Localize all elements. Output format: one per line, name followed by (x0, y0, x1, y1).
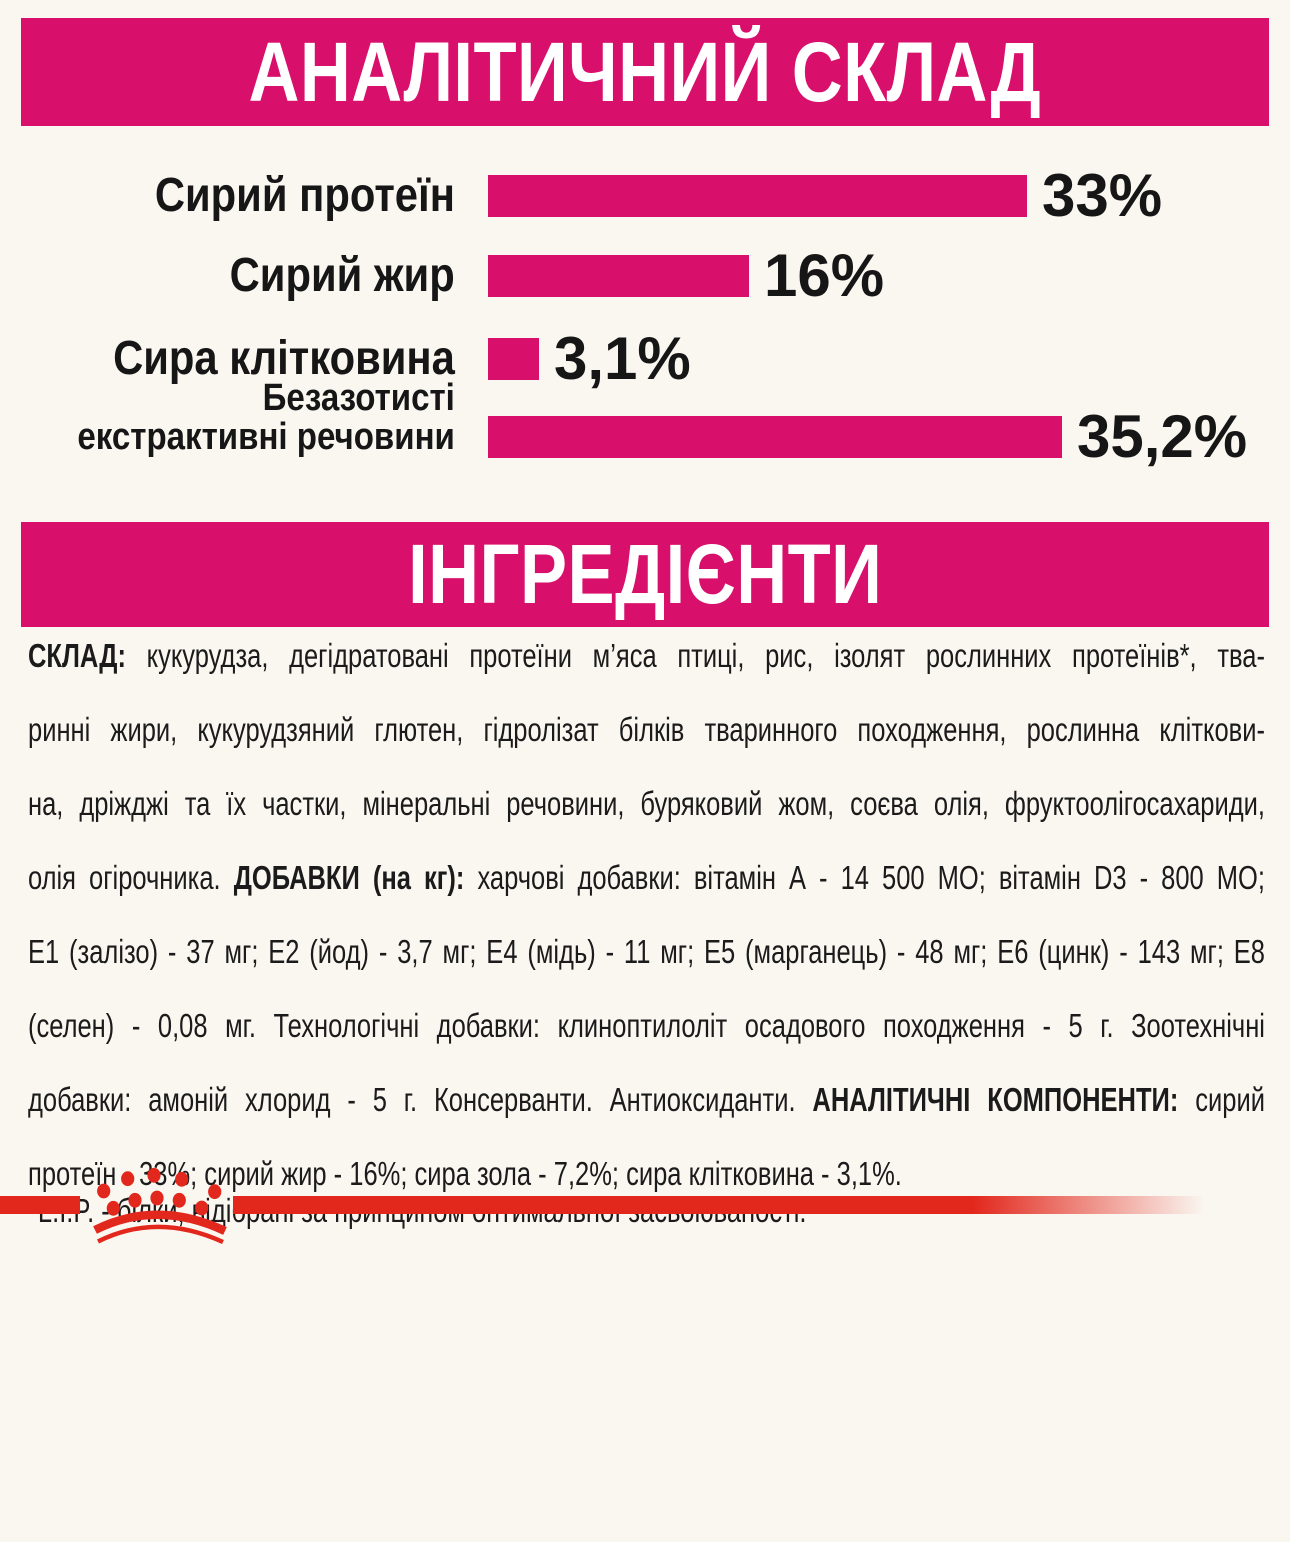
footer-stripe-left (0, 1196, 80, 1214)
bar-label-crude-fat: Сирий жир (229, 249, 455, 302)
royal-canin-crown-logo (93, 1167, 227, 1245)
footer-stripe-right (233, 1196, 1205, 1214)
ingredients-text-line: олія огірочника. ДОБАВКИ (на кг): харчов… (28, 859, 1265, 896)
ingredients-title: ІНГРЕДІЄНТИ (407, 527, 883, 621)
bar-crude-fibre (488, 338, 539, 380)
ingredients-text: СКЛАД: кукурудза, дегідратовані протеїни… (28, 637, 1265, 1229)
ingredients-text-line: ринні жири, кукурудзяний глютен, гідролі… (28, 711, 1265, 748)
bar-value-crude-fat: 16% (764, 242, 885, 309)
bar-label-crude-protein: Сирий протеїн (154, 169, 455, 222)
ingredients-text-line: СКЛАД: кукурудза, дегідратовані протеїни… (28, 637, 1265, 674)
ingredients-text-line: (селен) - 0,08 мг. Технологічні добавки:… (28, 1007, 1265, 1044)
ingredients-text-line: добавки: амоній хлорид - 5 г. Консервант… (28, 1081, 1265, 1118)
ingredients-header-band: ІНГРЕДІЄНТИ (21, 522, 1269, 627)
bar-label-crude-fibre: Сира клітковина (113, 332, 455, 385)
analytical-composition-title: АНАЛІТИЧНИЙ СКЛАД (248, 24, 1042, 119)
ingredients-text-line: Е1 (залізо) - 37 мг; Е2 (йод) - 3,7 мг; … (28, 933, 1265, 970)
ingredients-text-line: на, дріжджі та їх частки, мінеральні реч… (28, 785, 1265, 822)
bar-crude-protein (488, 175, 1027, 217)
bar-crude-fat (488, 255, 749, 297)
bar-value-crude-protein: 33% (1042, 162, 1163, 229)
bar-nitrogen-free-extract (488, 416, 1062, 458)
analytical-composition-header-band: АНАЛІТИЧНИЙ СКЛАД (21, 18, 1269, 126)
ingredients-text-line: протеїн - 33%; сирий жир - 16%; сира зол… (28, 1155, 902, 1192)
bar-value-nitrogen-free-extract: 35,2% (1077, 403, 1248, 470)
bar-value-crude-fibre: 3,1% (554, 325, 691, 392)
bar-label-nitrogen-free-extract: Безазотисті екстрактивні речовини (77, 377, 455, 458)
